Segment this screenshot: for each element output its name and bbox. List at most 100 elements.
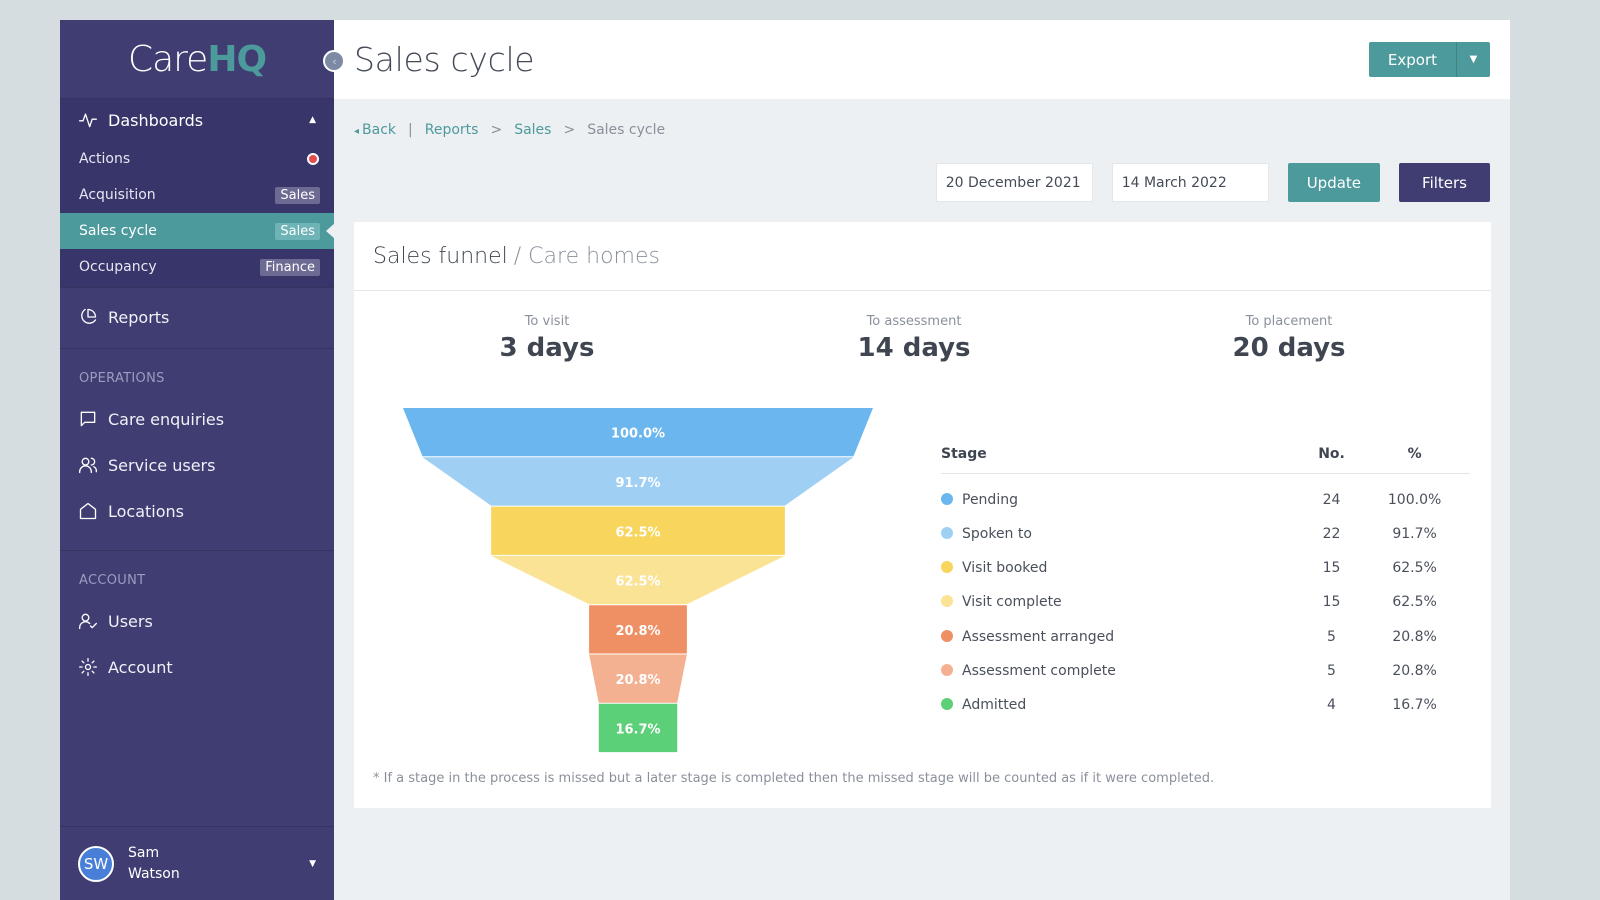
- stage-name: Assessment arranged: [962, 628, 1115, 645]
- sidebar-item-label: Occupancy: [79, 259, 157, 275]
- stages-table: Stage No. % Pending 24 100.0% Spoken to 22 91…: [941, 435, 1470, 722]
- legend-dot-icon: [941, 595, 953, 608]
- funnel-segment-label: 91.7%: [615, 476, 660, 491]
- count-cell: 15: [1322, 560, 1341, 577]
- filters-button[interactable]: Filters: [1399, 163, 1490, 202]
- start-date-input[interactable]: [935, 163, 1093, 202]
- percent-cell: 62.5%: [1392, 560, 1437, 577]
- funnel-chart: 100.0% 91.7% 62.5% 62.5% 20.8% 20.8% 16.7%: [403, 408, 873, 753]
- stage-cell: Assessment arranged: [941, 620, 1304, 654]
- funnel-segment[interactable]: [403, 408, 873, 457]
- sidebar-item-locations[interactable]: Locations: [60, 488, 334, 534]
- percent-cell: 100.0%: [1387, 492, 1442, 509]
- stage-cell: Assessment complete: [941, 654, 1304, 688]
- table-row: Assessment arranged 5 20.8%: [941, 620, 1470, 654]
- sidebar-item-label: Sales cycle: [79, 223, 157, 239]
- main-content: Sales cycle Export ▼ Back | Reports > Sa…: [334, 20, 1510, 900]
- user-check-icon: [78, 611, 100, 631]
- funnel-segment[interactable]: [491, 506, 785, 555]
- collapse-sidebar-button[interactable]: ‹: [323, 50, 345, 72]
- stat-label: To assessment: [866, 314, 962, 329]
- funnel-segment-label: 62.5%: [615, 525, 660, 540]
- column-header-percent: %: [1359, 435, 1470, 474]
- count-cell: 15: [1322, 594, 1341, 611]
- sidebar-item-care-enquiries[interactable]: Care enquiries: [60, 396, 334, 442]
- column-header-number: No.: [1303, 435, 1360, 474]
- stat-label: To visit: [524, 314, 570, 329]
- chevron-left-icon: ‹: [332, 54, 337, 68]
- funnel-segment[interactable]: [422, 457, 854, 506]
- dashboards-toggle[interactable]: Dashboards ▲: [60, 99, 334, 141]
- export-dropdown-button[interactable]: ▼: [1456, 42, 1490, 77]
- export-button-group: Export ▼: [1368, 42, 1490, 77]
- stage-name: Pending: [962, 492, 1018, 509]
- stage-name: Admitted: [962, 697, 1027, 714]
- funnel-segment-label: 62.5%: [615, 575, 660, 590]
- pie-chart-icon: [78, 307, 100, 327]
- user-menu[interactable]: SW Sam Watson ▼: [60, 826, 334, 900]
- sidebar-item-label: Acquisition: [79, 187, 156, 203]
- export-button[interactable]: Export: [1368, 42, 1456, 77]
- breadcrumb-sales[interactable]: Sales: [514, 122, 552, 138]
- sidebar-item-reports[interactable]: Reports: [60, 294, 334, 340]
- funnel-segment[interactable]: [589, 605, 687, 654]
- reports-section: Reports: [60, 287, 334, 348]
- breadcrumb-current: Sales cycle: [587, 122, 666, 138]
- sidebar-item-acquisition[interactable]: Acquisition Sales: [60, 177, 334, 213]
- stage-name: Visit booked: [962, 560, 1048, 577]
- account-section: ACCOUNT Users Account: [60, 550, 334, 698]
- count-cell: 22: [1322, 526, 1341, 543]
- user-name: Sam Watson: [128, 843, 180, 885]
- card-title-sub: / Care homes: [513, 243, 660, 269]
- table-row: Visit booked 15 62.5%: [941, 551, 1470, 585]
- funnel-segment-label: 20.8%: [615, 624, 660, 639]
- stage-cell: Visit booked: [941, 551, 1304, 585]
- user-last-name: Watson: [128, 865, 180, 882]
- sales-funnel-card: Sales funnel / Care homes To visit 3 day…: [354, 222, 1491, 808]
- breadcrumb-reports[interactable]: Reports: [424, 122, 479, 138]
- table-row: Assessment complete 5 20.8%: [941, 654, 1470, 688]
- funnel-segment[interactable]: [589, 654, 687, 703]
- sidebar-item-users[interactable]: Users: [60, 598, 334, 644]
- section-label: ACCOUNT: [79, 573, 146, 588]
- column-header-stage: Stage: [941, 435, 1304, 474]
- sidebar-item-service-users[interactable]: Service users: [60, 442, 334, 488]
- sidebar-item-sales-cycle[interactable]: Sales cycle Sales: [60, 213, 335, 249]
- brand-hq: HQ: [207, 38, 267, 80]
- funnel-segment-label: 16.7%: [615, 722, 660, 737]
- stage-name: Visit complete: [962, 594, 1062, 611]
- sidebar-item-account[interactable]: Account: [60, 644, 334, 690]
- user-first-name: Sam: [128, 844, 160, 861]
- section-label: OPERATIONS: [79, 371, 165, 386]
- funnel-segment-label: 100.0%: [611, 427, 665, 442]
- funnel-segment[interactable]: [598, 703, 678, 753]
- back-link[interactable]: Back: [354, 122, 396, 138]
- funnel-segment-label: 20.8%: [615, 673, 660, 688]
- table-row: Pending 24 100.0%: [941, 473, 1470, 517]
- stage-name: Assessment complete: [962, 662, 1116, 679]
- stage-cell: Spoken to: [941, 517, 1304, 551]
- legend-dot-icon: [941, 663, 953, 676]
- alert-dot-icon: [307, 153, 319, 165]
- count-cell: 5: [1327, 662, 1336, 679]
- legend-dot-icon: [941, 698, 953, 711]
- sidebar-item-occupancy[interactable]: Occupancy Finance: [60, 249, 334, 285]
- legend-dot-icon: [941, 561, 953, 574]
- caret-down-icon: ▼: [1469, 54, 1478, 65]
- table-row: Spoken to 22 91.7%: [941, 517, 1470, 551]
- caret-up-icon: ▲: [309, 115, 316, 125]
- update-button[interactable]: Update: [1287, 163, 1381, 202]
- dashboards-group: Dashboards ▲ Actions Acquisition Sales S…: [60, 99, 335, 287]
- stages-table-body: Pending 24 100.0% Spoken to 22 91.7% Visit boo…: [941, 473, 1470, 722]
- users-icon: [78, 455, 100, 475]
- funnel-segment[interactable]: [491, 555, 785, 605]
- sidebar-item-tag: Finance: [260, 258, 320, 276]
- table-header-row: Stage No. %: [941, 435, 1470, 474]
- sidebar-item-actions[interactable]: Actions: [60, 141, 334, 177]
- stat-to-placement: To placement 20 days: [1179, 314, 1399, 363]
- legend-dot-icon: [941, 493, 953, 506]
- end-date-input[interactable]: [1111, 163, 1269, 202]
- gear-icon: [78, 657, 100, 677]
- brand-logo[interactable]: Care HQ ‹: [60, 20, 345, 99]
- operations-section: OPERATIONS Care enquiries Service users …: [60, 348, 334, 550]
